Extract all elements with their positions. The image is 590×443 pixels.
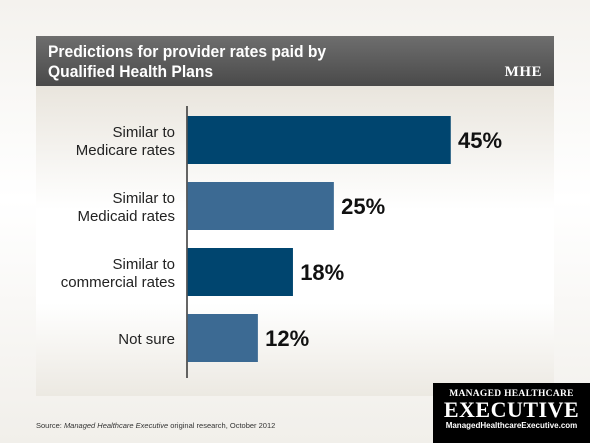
brand-logo-top: MANAGED HEALTHCARE xyxy=(449,389,574,399)
header-logo: MHE xyxy=(504,64,542,80)
category-label-1-line-1: Medicaid rates xyxy=(77,208,175,225)
brand-logo: MANAGED HEALTHCARE EXECUTIVE ManagedHeal… xyxy=(433,383,590,443)
chart-title-line-2: Qualified Health Plans xyxy=(48,62,214,81)
brand-url: ManagedHealthcareExecutive.com xyxy=(445,421,578,430)
chart-title-line-1: Predictions for provider rates paid by xyxy=(48,42,327,61)
bar-3 xyxy=(187,314,258,362)
category-label-3: Not sure xyxy=(118,331,175,348)
category-label-0: Similar to Medicare rates xyxy=(76,124,175,159)
source-prefix: Source: xyxy=(36,421,64,430)
bar-1 xyxy=(187,182,334,230)
bar-value-label-0: 45% xyxy=(458,128,502,153)
category-label-2: Similar to commercial rates xyxy=(61,256,175,291)
brand-logo-main: EXECUTIVE xyxy=(443,397,580,422)
category-label-2-line-1: commercial rates xyxy=(61,274,175,291)
bar-value-label-2: 18% xyxy=(300,260,344,285)
category-label-0-line-0: Similar to xyxy=(112,124,175,141)
category-label-3-line-0: Not sure xyxy=(118,331,175,348)
bar-value-label-3: 12% xyxy=(265,326,309,351)
category-label-0-line-1: Medicare rates xyxy=(76,142,175,159)
chart-header: Predictions for provider rates paid by Q… xyxy=(36,36,554,86)
bar-2 xyxy=(187,248,293,296)
source-note: Source: Managed Healthcare Executive ori… xyxy=(36,421,275,430)
source-suffix: original research, October 2012 xyxy=(168,421,276,430)
bar-0 xyxy=(187,116,451,164)
category-label-2-line-0: Similar to xyxy=(112,256,175,273)
category-label-1: Similar to Medicaid rates xyxy=(77,190,175,225)
category-label-1-line-0: Similar to xyxy=(112,190,175,207)
bar-value-label-1: 25% xyxy=(341,194,385,219)
source-publication: Managed Healthcare Executive xyxy=(63,421,169,430)
chart-title: Predictions for provider rates paid by Q… xyxy=(48,42,502,82)
